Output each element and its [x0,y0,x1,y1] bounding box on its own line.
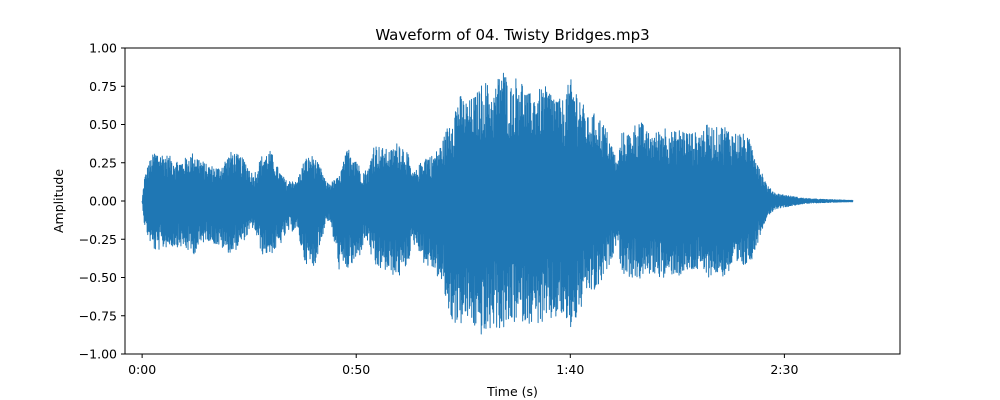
y-tick-label: 0.50 [89,117,117,132]
y-tick-label: −1.00 [79,347,117,362]
waveform-line [141,72,854,335]
waveform-series [141,72,854,335]
y-tick-label: 0.75 [89,79,117,94]
y-tick-label: 1.00 [89,41,117,56]
y-tick-label: −0.25 [79,232,117,247]
x-tick-label: 0:00 [128,362,156,377]
y-tick-label: 0.25 [89,155,117,170]
y-tick-label: 0.00 [89,194,117,209]
y-tick-label: −0.50 [79,270,117,285]
y-tick-label: −0.75 [79,308,117,323]
x-tick-label: 2:30 [770,362,798,377]
x-axis: 0:00 0:50 1:40 2:30 [128,354,798,377]
x-tick-label: 0:50 [342,362,370,377]
x-axis-label: Time (s) [486,384,538,399]
chart-title: Waveform of 04. Twisty Bridges.mp3 [375,26,649,44]
x-tick-label: 1:40 [556,362,584,377]
y-axis: 1.00 0.75 0.50 0.25 0.00 −0.25 −0.50 −0.75 −1.00 [79,41,125,362]
y-axis-label: Amplitude [51,169,66,233]
